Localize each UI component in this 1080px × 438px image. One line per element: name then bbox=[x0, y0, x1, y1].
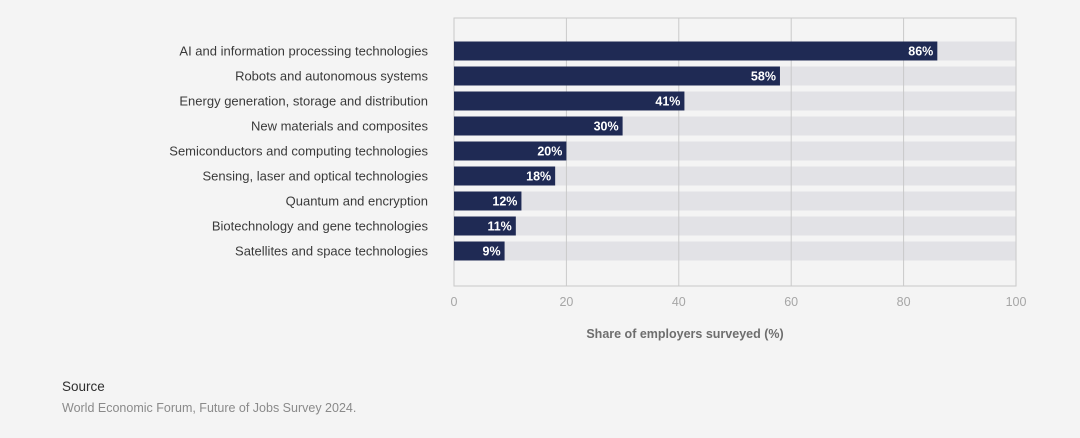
x-tick-labels: 0 20 40 60 80 100 bbox=[451, 295, 1027, 309]
x-tick-label: 20 bbox=[559, 295, 573, 309]
bar bbox=[454, 116, 623, 136]
bar-track bbox=[454, 166, 1016, 186]
bar bbox=[454, 191, 522, 211]
bar bbox=[454, 216, 516, 236]
bar-track bbox=[454, 216, 1016, 236]
value-label: 20% bbox=[537, 145, 562, 159]
value-labels: 86% 58% 41% 30% 20% 18% 12% 11% 9% bbox=[483, 45, 934, 259]
category-label: Energy generation, storage and distribut… bbox=[179, 94, 428, 109]
category-label: Quantum and encryption bbox=[286, 194, 428, 209]
bar-track bbox=[454, 141, 1016, 161]
value-label: 58% bbox=[751, 70, 776, 84]
bar-chart: AI and information processing technologi… bbox=[169, 17, 1027, 341]
bar bbox=[454, 66, 780, 86]
source-block: Source World Economic Forum, Future of J… bbox=[62, 379, 356, 415]
value-label: 9% bbox=[483, 245, 501, 259]
category-label: Sensing, laser and optical technologies bbox=[203, 169, 429, 184]
bar bbox=[454, 241, 505, 261]
source-title: Source bbox=[62, 379, 105, 394]
value-label: 11% bbox=[487, 220, 511, 234]
bar bbox=[454, 91, 685, 111]
x-tick-label: 60 bbox=[784, 295, 798, 309]
x-tick-label: 80 bbox=[897, 295, 911, 309]
bar-track bbox=[454, 241, 1016, 261]
category-labels: AI and information processing technologi… bbox=[169, 44, 428, 259]
x-tick-label: 100 bbox=[1006, 295, 1027, 309]
x-tick-label: 0 bbox=[451, 295, 458, 309]
value-label: 30% bbox=[594, 120, 619, 134]
x-tick-label: 40 bbox=[672, 295, 686, 309]
bar bbox=[454, 41, 938, 61]
value-label: 86% bbox=[908, 45, 933, 59]
category-label: Satellites and space technologies bbox=[235, 244, 428, 259]
category-label: New materials and composites bbox=[251, 119, 429, 134]
bars bbox=[454, 41, 938, 261]
bar bbox=[454, 166, 556, 186]
category-label: Robots and autonomous systems bbox=[235, 69, 428, 84]
bar-track bbox=[454, 191, 1016, 211]
x-axis-title: Share of employers surveyed (%) bbox=[586, 327, 783, 341]
value-label: 41% bbox=[655, 95, 680, 109]
value-label: 12% bbox=[492, 195, 517, 209]
value-label: 18% bbox=[526, 170, 551, 184]
bar bbox=[454, 141, 567, 161]
category-label: Biotechnology and gene technologies bbox=[212, 219, 429, 234]
category-label: AI and information processing technologi… bbox=[179, 44, 428, 59]
source-text: World Economic Forum, Future of Jobs Sur… bbox=[62, 401, 357, 415]
category-label: Semiconductors and computing technologie… bbox=[169, 144, 428, 159]
